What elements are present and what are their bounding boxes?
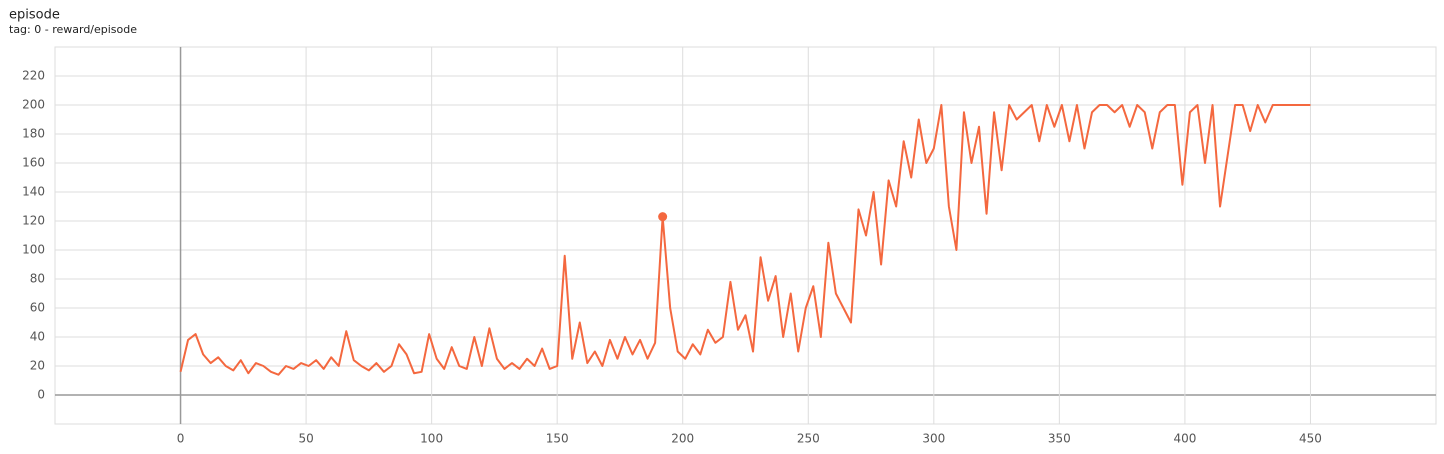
plot-frame xyxy=(54,46,1437,425)
series-line xyxy=(179,104,1311,376)
highlight-point xyxy=(658,212,668,222)
x-tick-label: 200 xyxy=(671,432,694,446)
y-tick-label: 140 xyxy=(22,185,45,199)
x-tick-label: 150 xyxy=(546,432,569,446)
y-tick-label: 20 xyxy=(30,359,45,373)
x-tick-label: 300 xyxy=(922,432,945,446)
y-tick-label: 220 xyxy=(22,69,45,83)
y-tick-label: 80 xyxy=(30,272,45,286)
chart-title: episode xyxy=(9,8,60,23)
y-tick-label: 0 xyxy=(37,388,45,402)
y-tick-label: 60 xyxy=(30,301,45,315)
x-tick-label: 450 xyxy=(1299,432,1322,446)
x-tick-label: 50 xyxy=(298,432,313,446)
x-tick-label: 350 xyxy=(1048,432,1071,446)
x-tick-label: 0 xyxy=(177,432,185,446)
y-tick-label: 40 xyxy=(30,330,45,344)
y-tick-label: 200 xyxy=(22,98,45,112)
chart-subtitle: tag: 0 - reward/episode xyxy=(9,23,137,36)
x-tick-label: 100 xyxy=(420,432,443,446)
y-tick-label: 160 xyxy=(22,156,45,170)
x-tick-label: 400 xyxy=(1173,432,1196,446)
y-tick-label: 120 xyxy=(22,214,45,228)
y-tick-label: 100 xyxy=(22,243,45,257)
y-tick-label: 180 xyxy=(22,127,45,141)
x-tick-label: 250 xyxy=(797,432,820,446)
